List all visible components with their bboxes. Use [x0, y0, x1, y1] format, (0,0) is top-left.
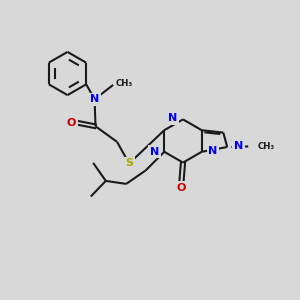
Text: CH₃: CH₃	[258, 142, 275, 151]
Text: CH₃: CH₃	[116, 79, 133, 88]
Text: N: N	[90, 94, 99, 104]
Text: N: N	[168, 113, 178, 123]
Text: S: S	[125, 158, 133, 169]
Text: N: N	[208, 146, 218, 156]
Text: N: N	[234, 141, 243, 151]
Text: O: O	[177, 183, 186, 193]
Text: O: O	[67, 118, 76, 128]
Text: N: N	[150, 147, 159, 157]
